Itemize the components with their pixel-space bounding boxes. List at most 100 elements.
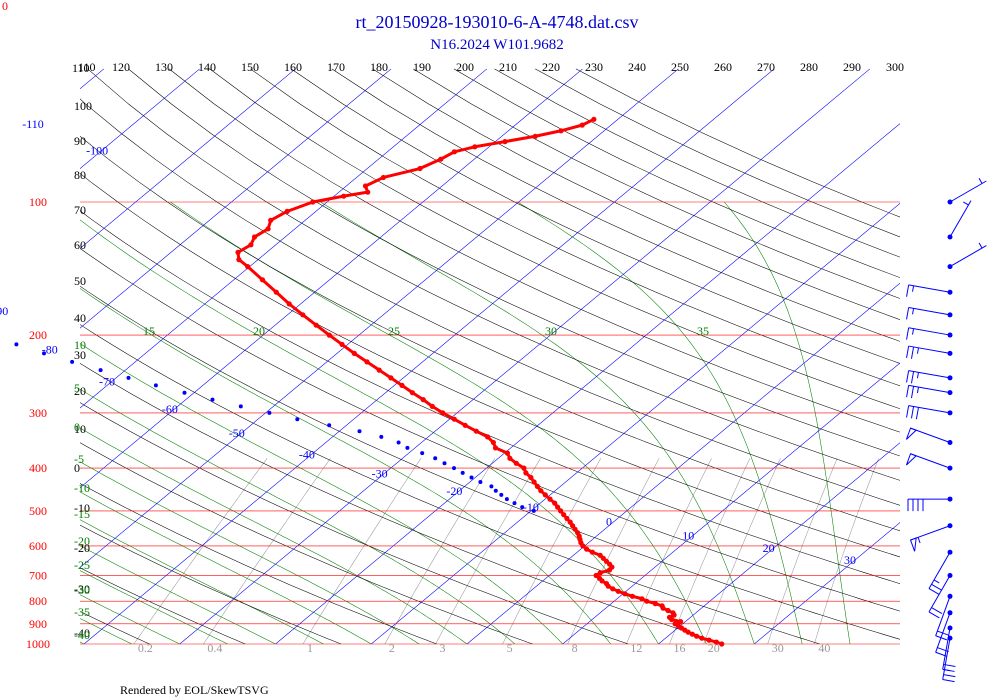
temperature-segment bbox=[419, 157, 442, 170]
dewpoint-series bbox=[14, 342, 536, 513]
mixing-ratio-label: 1 bbox=[307, 641, 313, 655]
dry-left-label: 50 bbox=[74, 274, 86, 288]
chart-title: rt_20150928-193010-6-A-4748.dat.csv bbox=[356, 12, 639, 32]
dry-left-label: 80 bbox=[74, 168, 86, 182]
temperature-segment bbox=[275, 291, 291, 305]
wind-barb-half bbox=[912, 328, 915, 335]
wind-barb-full bbox=[910, 371, 915, 384]
dewpoint-point bbox=[267, 410, 272, 415]
temperature-segment bbox=[261, 278, 278, 294]
dewpoint-point bbox=[489, 484, 494, 489]
dry-adiabat-line bbox=[80, 135, 900, 532]
theta-top-label: 220 bbox=[542, 60, 560, 74]
dewpoint-point bbox=[493, 488, 498, 493]
wind-barbs bbox=[905, 178, 987, 683]
moist-left-label: -35 bbox=[74, 605, 90, 619]
dewpoint-point bbox=[210, 397, 215, 402]
isobar-label: 900 bbox=[29, 617, 47, 631]
wind-barb bbox=[906, 384, 953, 399]
dry-left-label: 30 bbox=[74, 348, 86, 362]
dewpoint-point bbox=[153, 383, 158, 388]
dry-adiabat-line bbox=[80, 483, 438, 644]
temperature-segment bbox=[534, 129, 562, 138]
temperature-segment bbox=[312, 194, 345, 204]
dewpoint-point bbox=[405, 445, 410, 450]
wind-barb-half bbox=[963, 201, 969, 206]
isotherm-line bbox=[753, 522, 900, 644]
mixing-ratio-label: 0.4 bbox=[207, 641, 222, 655]
wind-barb-full bbox=[915, 407, 919, 420]
wind-barb-full bbox=[928, 611, 940, 619]
wind-barb-staff bbox=[928, 551, 951, 589]
dry-adiabat-line bbox=[87, 68, 900, 481]
theta-top-label: 300 bbox=[886, 60, 904, 74]
isotherm-label: 10 bbox=[682, 528, 694, 542]
wind-barb-full bbox=[910, 346, 915, 359]
temperature-segment bbox=[246, 265, 264, 281]
wind-barb-staff bbox=[908, 384, 951, 394]
dry-adiabat-line bbox=[80, 98, 900, 506]
isotherm-line bbox=[370, 202, 900, 644]
dry-adiabat-line bbox=[80, 567, 247, 644]
dry-left-label: 40 bbox=[74, 311, 86, 325]
dry-left-label: 90 bbox=[74, 134, 86, 148]
wind-barb-full bbox=[906, 284, 910, 297]
wind-barb-full bbox=[931, 607, 943, 615]
mixing-ratio-line bbox=[133, 458, 268, 644]
theta-top-label: 110 bbox=[78, 60, 96, 74]
wind-barb bbox=[947, 200, 972, 240]
isotherm-line bbox=[80, 68, 392, 329]
wind-barb-full bbox=[928, 588, 940, 596]
isotherm-line bbox=[80, 68, 200, 169]
dry-adiabat-line bbox=[80, 248, 900, 612]
wind-barb-half bbox=[917, 537, 921, 544]
dry-left-label: 70 bbox=[74, 203, 86, 217]
dry-adiabat-line bbox=[372, 68, 900, 321]
dewpoint-point bbox=[396, 440, 401, 445]
theta-top-label: 280 bbox=[800, 60, 818, 74]
wind-barb-staff bbox=[935, 612, 951, 653]
moist-top-label: 25 bbox=[388, 324, 400, 338]
wind-barb-flag bbox=[905, 453, 918, 466]
dewpoint-point bbox=[512, 501, 517, 506]
dry-adiabat-line bbox=[128, 68, 900, 457]
mixing-ratio-label: 3 bbox=[440, 641, 446, 655]
isotherm-lines bbox=[80, 68, 900, 644]
temperature-segment bbox=[301, 313, 318, 327]
axis-labels: 1002003004005006007008009001000-110-100-… bbox=[0, 60, 904, 655]
wind-barb-half bbox=[916, 347, 919, 354]
wind-barb bbox=[906, 405, 953, 420]
mixing-ratio-line bbox=[203, 458, 331, 644]
dry-adiabat-line bbox=[453, 68, 900, 278]
isobar-label: 400 bbox=[29, 461, 47, 475]
wind-barb-full bbox=[906, 345, 910, 358]
wind-barb bbox=[928, 549, 953, 596]
wind-barb-full bbox=[906, 385, 910, 398]
isotherm-label: -100 bbox=[86, 143, 108, 157]
moist-adiabat-line bbox=[80, 461, 420, 644]
dry-adiabat-line bbox=[575, 68, 900, 218]
isotherm-line bbox=[658, 442, 900, 644]
dry-left-label: 0 bbox=[74, 461, 80, 475]
mixing-ratio-line bbox=[703, 458, 781, 644]
mixing-ratio-label: 8 bbox=[572, 641, 578, 655]
dry-adiabat-line bbox=[80, 210, 900, 585]
isotherm-label: 30 bbox=[844, 553, 856, 567]
dewpoint-point bbox=[70, 359, 75, 364]
theta-top-label: 230 bbox=[585, 60, 603, 74]
isotherm-label: -10 bbox=[523, 500, 539, 514]
dry-adiabat-line bbox=[80, 173, 900, 558]
wind-barb bbox=[947, 178, 987, 205]
temperature-segment bbox=[286, 200, 314, 213]
theta-top-label: 150 bbox=[241, 60, 259, 74]
wind-barb-flag bbox=[909, 537, 917, 552]
wind-barb-full bbox=[906, 370, 910, 383]
mixing-ratio-line bbox=[626, 458, 712, 644]
isotherm-line bbox=[179, 68, 871, 644]
wind-barb bbox=[906, 284, 953, 297]
dry-left-label: 100 bbox=[74, 99, 92, 113]
wind-barb bbox=[905, 453, 953, 471]
wind-barb bbox=[906, 345, 953, 359]
temperature-segment bbox=[440, 150, 456, 161]
